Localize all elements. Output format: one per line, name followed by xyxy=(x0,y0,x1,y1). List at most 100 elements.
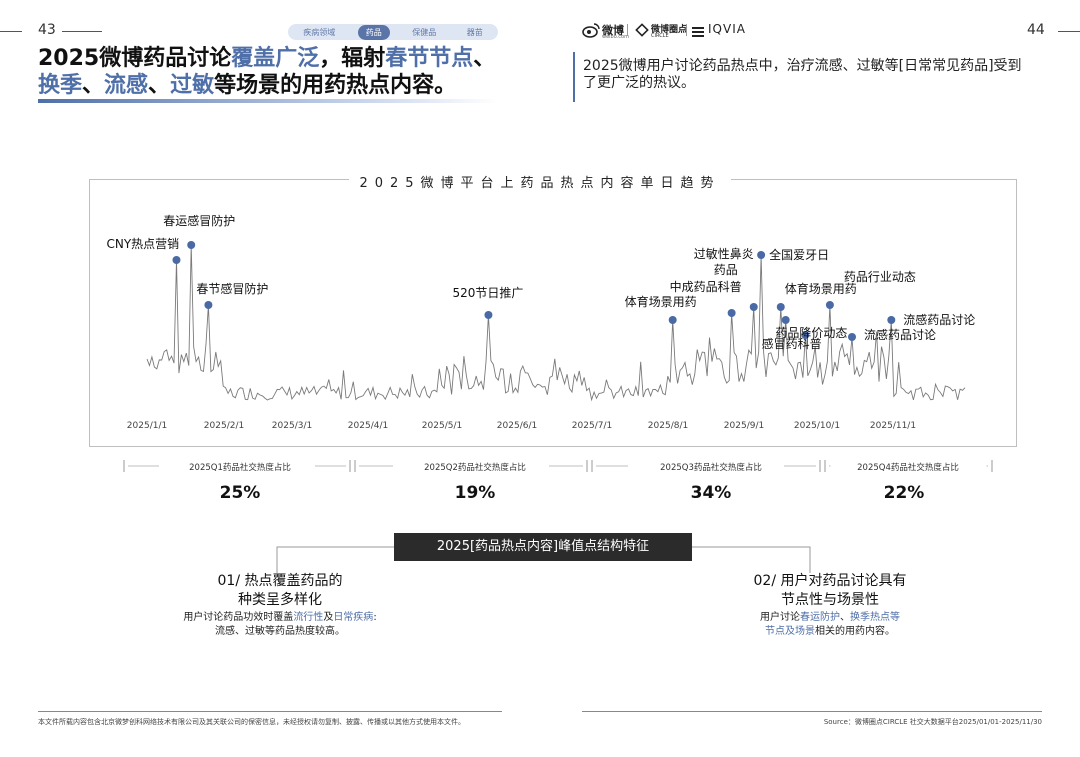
title-highlight: 过敏 xyxy=(170,73,215,98)
peak-marker xyxy=(825,301,834,309)
peak-label: 流感药品讨论 xyxy=(864,327,936,342)
subtitle-accent-bar xyxy=(573,52,575,102)
x-tick-label: 2025/1/1 xyxy=(126,421,168,431)
title-text: 、 xyxy=(82,73,105,98)
x-tick-label: 2025/3/1 xyxy=(271,421,313,431)
peak-label: 520节日推广 xyxy=(452,286,523,300)
title-highlight: 春节节点 xyxy=(385,46,474,71)
peak-label: 中成药品科普 xyxy=(670,279,742,294)
peak-marker xyxy=(749,303,758,311)
header-rule-left-2 xyxy=(62,31,102,32)
desc-text: 、 xyxy=(840,612,850,623)
q3-percent: 34% xyxy=(690,483,732,503)
peak-label: 过敏性鼻炎 xyxy=(694,246,754,261)
quarter-ruler xyxy=(123,460,993,472)
x-tick-label: 2025/2/1 xyxy=(203,421,245,431)
title-highlight: 流感 xyxy=(104,73,149,98)
circle-wordmark: 微博圈点 xyxy=(651,25,688,35)
point-1-desc-line2: 流感、过敏等药品热度较高。 xyxy=(215,626,345,637)
peak-label: 药品降价动态 xyxy=(775,326,847,340)
peak-marker xyxy=(204,301,213,309)
peak-marker xyxy=(727,309,736,317)
peak-marker xyxy=(668,316,677,324)
logo-divider-2 xyxy=(686,24,687,36)
x-tick-label: 2025/6/1 xyxy=(496,421,538,431)
peak-label: 体育场景用药 xyxy=(785,281,857,296)
point-2-desc-line2: 节点及场景相关的用药内容。 xyxy=(715,625,945,639)
logo-divider xyxy=(627,24,628,36)
peak-marker xyxy=(887,316,896,324)
tab-vaccines[interactable]: 器苗 xyxy=(466,27,483,37)
iqvia-mark xyxy=(692,23,706,42)
desc-text: : xyxy=(373,612,377,623)
circle-logo-mark xyxy=(635,22,649,41)
x-tick-label: 2025/9/1 xyxy=(723,421,765,431)
x-tick-label: 2025/5/1 xyxy=(421,421,463,431)
point-1-title-line1: 01/ 热点覆盖药品的 xyxy=(217,573,343,589)
peak-marker xyxy=(848,333,857,341)
x-tick-label: 2025/4/1 xyxy=(347,421,389,431)
q2-percent: 19% xyxy=(454,483,496,503)
point-1-title-line2: 种类呈多样化 xyxy=(238,592,322,608)
footer-rule-left xyxy=(38,711,502,712)
point-2-title-line2: 节点性与场景性 xyxy=(781,592,879,608)
circle-sub: CIRCLE xyxy=(651,33,669,39)
desc-text: 用户讨论 xyxy=(760,612,800,623)
desc-highlight: 节点及场景 xyxy=(765,626,815,637)
title-text: 、 xyxy=(148,73,171,98)
point-2-desc: 用户讨论春运防护、换季热点等 xyxy=(715,611,945,625)
circle-diamond-icon xyxy=(635,23,649,37)
weibo-eye-icon xyxy=(582,23,600,38)
weibo-sub: weibo.com xyxy=(602,34,629,40)
x-tick-label: 2025/8/1 xyxy=(647,421,689,431)
banner-title: 2025[药品热点内容]峰值点结构特征 xyxy=(394,533,692,561)
peak-label: 体育场景用药 xyxy=(625,294,697,309)
header-rule-left xyxy=(0,31,22,32)
desc-text: 相关的用药内容。 xyxy=(815,626,895,637)
q1-label: 2025Q1药品社交热度占比 xyxy=(189,463,291,473)
peak-label: 药品行业动态 xyxy=(844,270,916,284)
peak-marker xyxy=(781,316,790,324)
page-number-left: 43 xyxy=(38,22,56,38)
x-tick-label: 2025/11/1 xyxy=(869,421,917,431)
point-2-title-line1: 02/ 用户对药品讨论具有 xyxy=(753,573,907,589)
chart-title: 2025微博平台上药品热点内容单日趋势 xyxy=(349,176,731,191)
tab-disease[interactable]: 疾病领域 xyxy=(303,27,336,37)
title-text: 2025微博药品讨论 xyxy=(38,46,232,71)
weibo-logo xyxy=(582,22,600,42)
desc-highlight: 春运防护 xyxy=(800,612,840,623)
point-1: 01/ 热点覆盖药品的 种类呈多样化 用户讨论药品功效时覆盖流行性及日常疾病: … xyxy=(170,572,390,639)
q3-label: 2025Q3药品社交热度占比 xyxy=(660,463,762,473)
peak-label: 春运感冒防护 xyxy=(163,213,235,228)
x-tick-label: 2025/7/1 xyxy=(571,421,613,431)
title-text: ，辐射 xyxy=(319,46,386,71)
point-2: 02/ 用户对药品讨论具有 节点性与场景性 用户讨论春运防护、换季热点等 节点及… xyxy=(715,572,945,639)
desc-text: 用户讨论药品功效时覆盖 xyxy=(183,612,294,623)
title-text: 、 xyxy=(473,46,496,71)
tab-drugs[interactable]: 药品 xyxy=(357,24,390,40)
desc-text: 及 xyxy=(323,612,334,623)
q2-label: 2025Q2药品社交热度占比 xyxy=(424,463,526,473)
header-rule-right xyxy=(1058,31,1080,32)
weibo-wordmark: 微博 xyxy=(602,24,624,37)
peak-label: CNY热点营销 xyxy=(106,237,179,251)
peak-label: 感冒药科普 xyxy=(762,336,822,351)
peak-marker xyxy=(484,311,493,319)
peak-marker xyxy=(187,241,196,249)
desc-highlight: 流行性 xyxy=(293,612,324,623)
peak-label: 全国爱牙日 xyxy=(769,247,829,262)
x-tick-label: 2025/10/1 xyxy=(793,421,841,431)
footer-source: Source：微博圈点CIRCLE 社交大数据平台2025/01/01-2025… xyxy=(823,718,1042,726)
q1-percent: 25% xyxy=(219,483,261,503)
page-subtitle: 2025微博用户讨论药品热点中，治疗流感、过敏等[日常常见药品]受到了更广泛的热… xyxy=(583,58,1022,91)
peak-marker xyxy=(172,256,181,264)
section-tabs: 疾病领域 药品 保健品 器苗 xyxy=(288,24,498,40)
peak-marker xyxy=(801,331,810,339)
page-number-right: 44 xyxy=(1027,22,1045,38)
tab-health-products[interactable]: 保健品 xyxy=(412,27,437,37)
peak-label: 春节感冒防护 xyxy=(196,281,268,296)
q4-label: 2025Q4药品社交热度占比 xyxy=(857,463,959,473)
desc-highlight: 日常疾病 xyxy=(333,612,374,623)
